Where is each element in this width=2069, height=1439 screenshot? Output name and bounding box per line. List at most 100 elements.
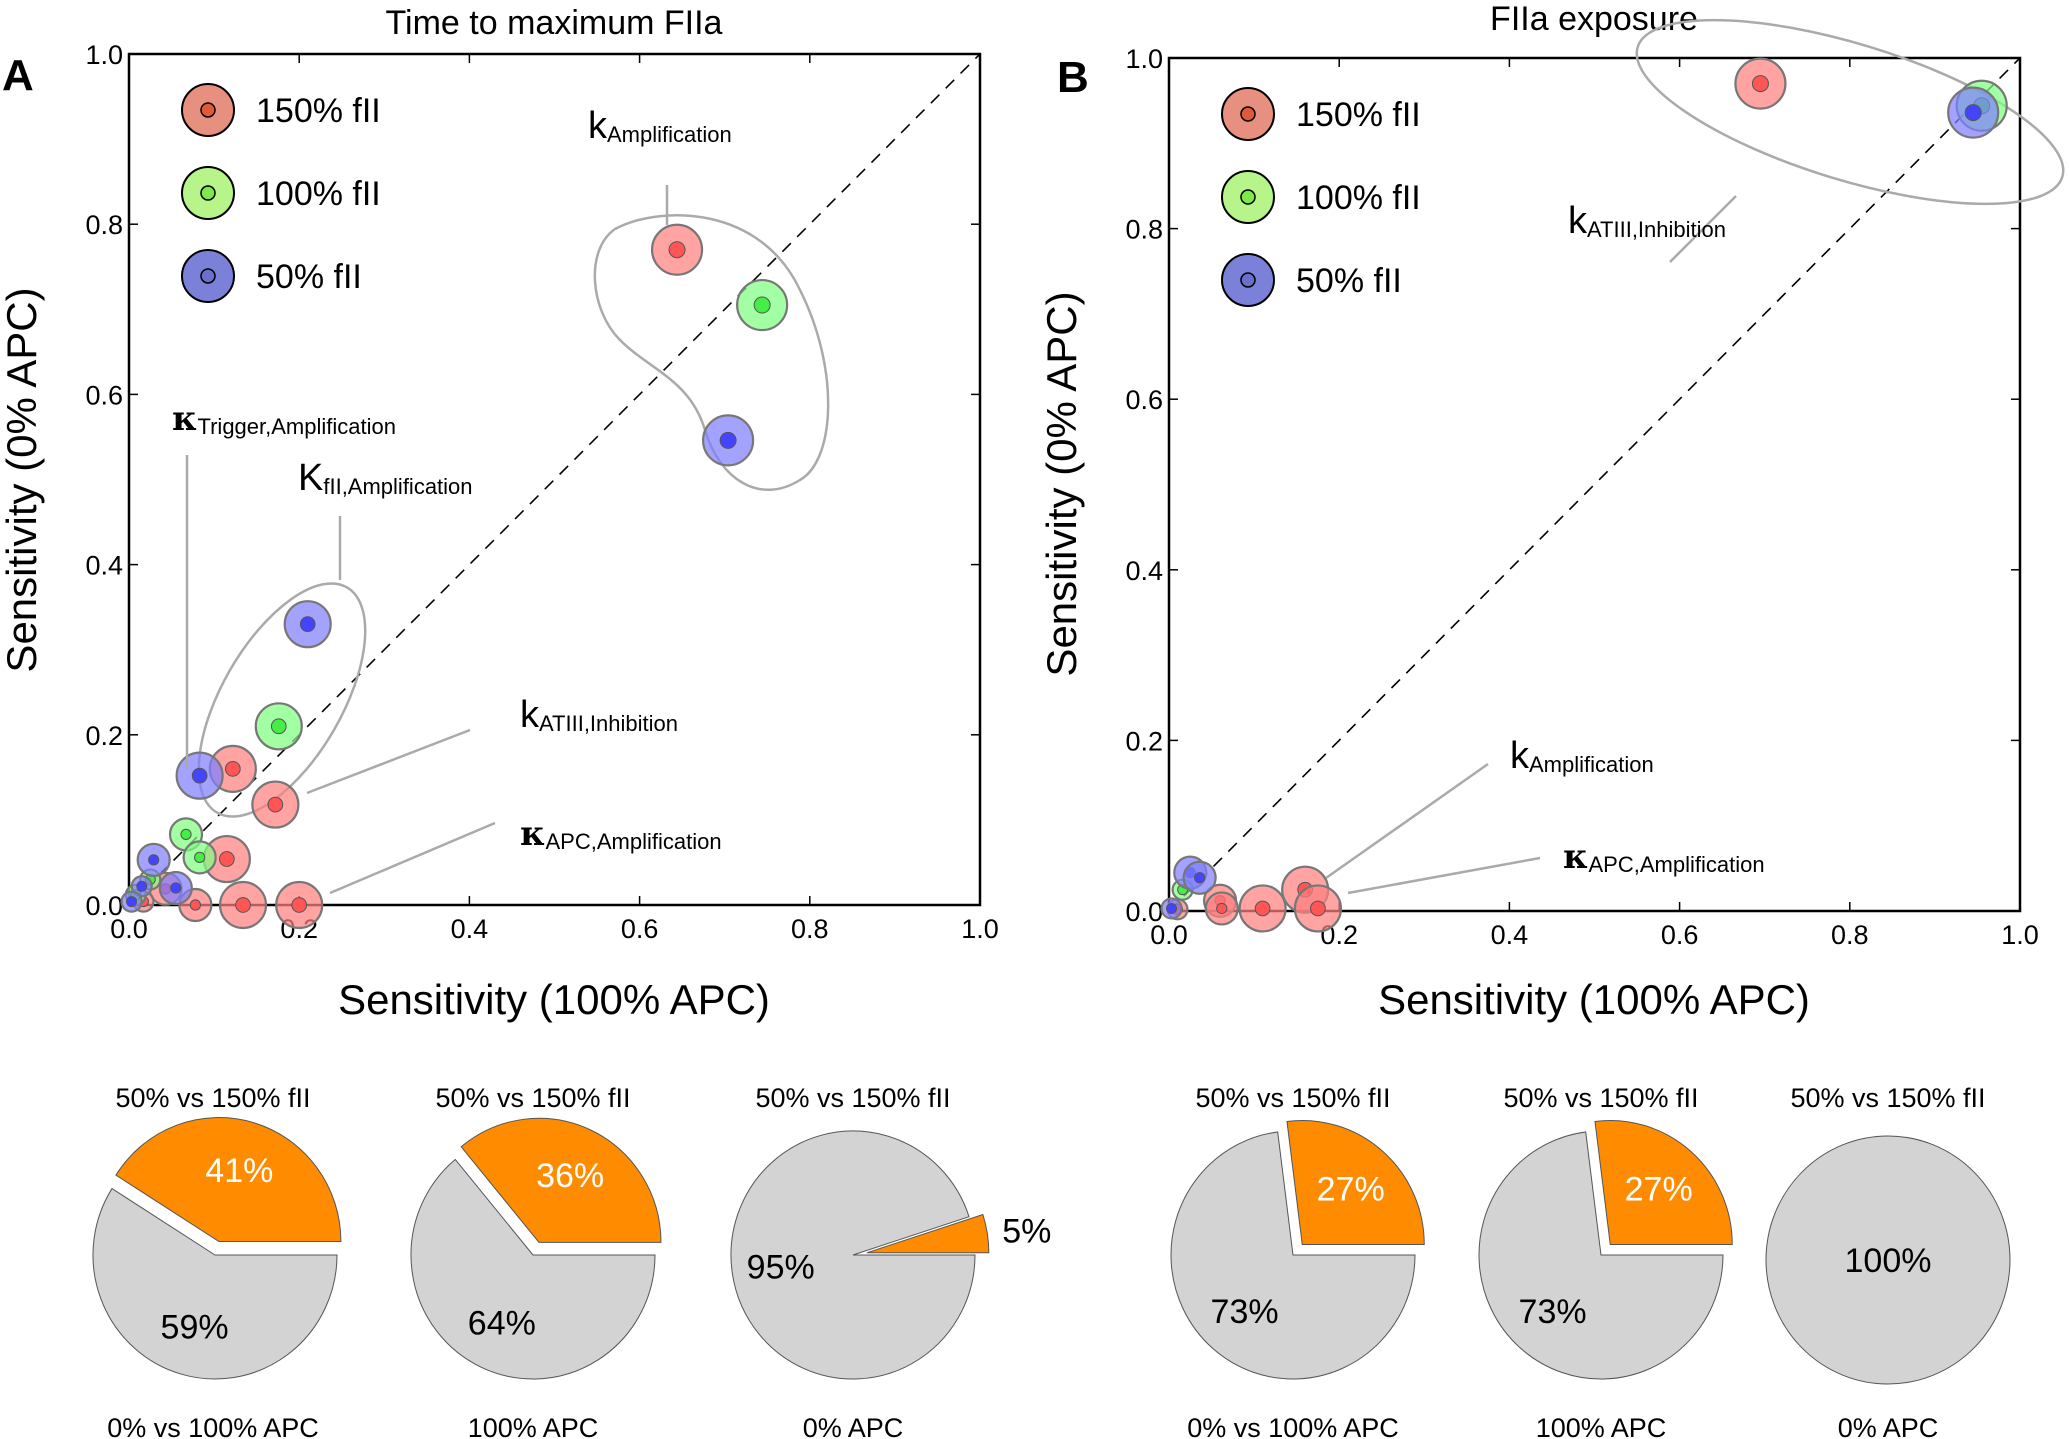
legend-marker-core (1240, 189, 1256, 205)
annotation-subscript: Amplification (607, 122, 732, 147)
data-point (650, 223, 704, 276)
y-tick-label: 1.0 (1125, 44, 1163, 74)
point-core (267, 796, 284, 813)
pie-slice-label: 95% (747, 1249, 815, 1287)
point-core (668, 241, 686, 259)
annotation-label: kAmplification (588, 105, 732, 147)
pie-slice-label: 59% (161, 1308, 229, 1346)
y-tick-label: 0.6 (85, 380, 123, 410)
x-tick-label: 0.6 (621, 914, 659, 944)
pie-slice (1594, 1120, 1733, 1245)
data-point (1204, 891, 1239, 926)
annotation-symbol: k (1568, 200, 1588, 242)
annotation-subscript: Amplification (1529, 752, 1654, 777)
annotation-label: kATIII,Inhibition (1568, 200, 1726, 242)
x-tick-label: 0.0 (1150, 920, 1188, 950)
plot-frame (1167, 56, 2022, 913)
annotation-symbol: κ (1563, 837, 1588, 877)
data-point (120, 890, 143, 913)
x-tick-label: 0.4 (1491, 920, 1529, 950)
data-point (736, 278, 789, 332)
data-point (702, 414, 755, 467)
data-point (158, 870, 193, 906)
pie-slice (1170, 1131, 1416, 1380)
pie-slice (460, 1117, 662, 1243)
legend-label: 100% fII (256, 175, 381, 213)
legend-label: 50% fII (256, 258, 362, 296)
data-point (136, 842, 171, 877)
point-core (189, 899, 201, 911)
pie-chart: 50% vs 150% fII 0% APC 5% 95% (730, 1083, 1051, 1439)
pie-title: 50% vs 150% fII (435, 1083, 630, 1113)
annotation-leader-line (329, 821, 496, 895)
data-point (130, 875, 153, 898)
legend-marker-core (200, 185, 216, 201)
cluster-outline (593, 214, 830, 491)
legend-marker-core (1240, 272, 1256, 288)
annotation-label: κAPC,Amplification (1563, 837, 1765, 877)
y-tick-label: 0.4 (85, 551, 123, 581)
y-tick-label: 0.8 (1125, 215, 1163, 245)
pie-slice-label: 27% (1317, 1171, 1385, 1209)
point-core (180, 828, 192, 840)
diagonal-line (1168, 57, 2021, 912)
point-core (235, 897, 251, 913)
pie-chart: 50% vs 150% fII 100% APC 27% 73% (1478, 1083, 1733, 1439)
annotation-subscript: Trigger,Amplification (197, 414, 395, 439)
legend-label: 150% fII (256, 92, 381, 130)
point-core (219, 851, 235, 867)
x-tick-label: 0.6 (1661, 920, 1699, 950)
annotation-subscript: APC,Amplification (1588, 852, 1764, 877)
annotation-subscript: fII,Amplification (323, 474, 472, 499)
y-tick-label: 0.2 (1125, 726, 1163, 756)
pie-caption: 100% APC (468, 1413, 599, 1439)
pie-title: 50% vs 150% fII (1195, 1083, 1390, 1113)
x-tick-label: 1.0 (2001, 920, 2039, 950)
pie-slice (866, 1213, 990, 1254)
point-core (148, 854, 160, 866)
point-core (126, 896, 138, 908)
pie-chart: 50% vs 150% fII 0% vs 100% APC 27% 73% (1170, 1083, 1425, 1439)
annotation-leader-line (1325, 762, 1489, 880)
y-tick-label: 0.4 (1125, 556, 1163, 586)
x-tick-label: 0.4 (451, 914, 489, 944)
point-core (194, 851, 206, 863)
pie-caption: 0% vs 100% APC (107, 1413, 319, 1439)
legend-marker-core (200, 102, 216, 118)
diagonal-line (128, 53, 981, 906)
panel-b-letter: B (1057, 53, 1089, 102)
panel-a-title: Time to maximum FIIa (386, 4, 723, 42)
pie-slice (1765, 1135, 2011, 1385)
data-point (283, 600, 332, 649)
pie-chart: 50% vs 150% fII 100% APC 36% 64% (410, 1083, 662, 1439)
point-core (1310, 900, 1326, 917)
annotation-leader-line (1669, 195, 1737, 263)
panel-b-xlabel: Sensitivity (100% APC) (1378, 976, 1810, 1023)
y-tick-label: 1.0 (85, 40, 123, 70)
panel-b-ylabel: Sensitivity (0% APC) (1038, 291, 1085, 676)
point-core (1166, 902, 1178, 914)
annotation-label: KfII,Amplification (298, 457, 473, 499)
point-core (1216, 902, 1228, 915)
panel-b-title: FIIa exposure (1490, 0, 1698, 38)
plot-frame (127, 52, 982, 907)
x-tick-label: 1.0 (961, 914, 999, 944)
pie-slice (92, 1187, 338, 1380)
cluster-outline (1635, 18, 2065, 206)
pie-slice-label: 27% (1625, 1171, 1693, 1209)
point-core (170, 882, 182, 894)
point-core (1194, 872, 1206, 884)
data-point (254, 702, 303, 751)
point-core (136, 880, 148, 892)
pie-slice (410, 1158, 656, 1380)
pie-slice-label: 100% (1845, 1242, 1932, 1280)
x-tick-label: 0.0 (110, 914, 148, 944)
pie-caption: 0% APC (803, 1413, 904, 1439)
pie-slice-label: 64% (468, 1304, 536, 1342)
pie-slice (1286, 1120, 1425, 1245)
pie-chart: 50% vs 150% fII 0% APC 100% (1765, 1083, 2011, 1439)
annotation-label: κAPC,Amplification (520, 814, 722, 854)
y-tick-label: 0.2 (85, 721, 123, 751)
annotation-subscript: ATIII,Inhibition (539, 711, 678, 736)
legend-label: 100% fII (1296, 179, 1421, 217)
